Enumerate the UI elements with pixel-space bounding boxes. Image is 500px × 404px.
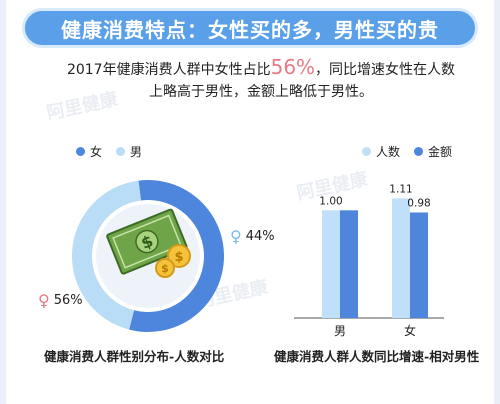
donut-label-female: ♀ 56%: [38, 291, 83, 310]
donut-legend: 女 男: [76, 143, 156, 160]
legend-swatch-male: [116, 147, 126, 156]
bar-amount-0: [340, 210, 358, 318]
donut-value-male: 44%: [245, 229, 275, 244]
page-title: 健康消费特点：女性买的多，男性买的贵: [22, 8, 478, 48]
intro-line1-post: ，同比增速女性在人数: [315, 62, 456, 78]
bar-value-label: 0.98: [407, 197, 430, 209]
bar-count-0: [322, 210, 340, 318]
svg-text:$: $: [174, 250, 183, 265]
legend-swatch-amount: [414, 147, 424, 156]
legend-label-male: 男: [130, 145, 143, 159]
legend-label-count: 人数: [376, 145, 401, 159]
legend-swatch-female: [76, 147, 85, 156]
bar-value-label: 1.11: [389, 183, 412, 195]
money-illustration-icon: $ $ $: [106, 208, 191, 278]
donut-slice-female: [129, 180, 224, 332]
bar-count-1: [392, 198, 410, 318]
legend-item-count: 人数: [362, 143, 400, 160]
intro-text: 2017年健康消费人群中女性占比56%，同比增速女性在人数 上略高于男性，金额上…: [26, 56, 496, 103]
legend-item-female: 女: [76, 143, 102, 160]
donut-slice-male: [72, 180, 141, 330]
legend-label-female: 女: [90, 145, 103, 159]
female-symbol-icon: ♀: [38, 291, 50, 310]
intro-highlight: 56%: [270, 55, 316, 79]
bar-chart: 1.00 男 1.11 0.98 女: [294, 183, 444, 338]
x-tick-label: 女: [404, 323, 416, 338]
legend-swatch-count: [362, 147, 371, 156]
x-tick-label: 男: [334, 324, 346, 338]
svg-text:$: $: [161, 262, 169, 275]
intro-line2: 上略高于男性，金额上略低于男性。: [149, 84, 373, 100]
female-symbol-icon: ♀: [230, 227, 242, 246]
bar-legend: 人数 金额: [362, 143, 466, 160]
bar-amount-1: [410, 212, 428, 318]
legend-label-amount: 金额: [428, 145, 453, 159]
legend-item-male: 男: [116, 143, 142, 160]
legend-item-amount: 金额: [414, 143, 452, 160]
infographic-panel: 阿里健康 阿里健康 阿里健康 健康消费特点：女性买的多，男性买的贵 2017年健…: [6, 0, 494, 404]
donut-caption: 健康消费人群性别分布-人数对比: [44, 349, 225, 364]
donut-value-female: 56%: [53, 293, 83, 308]
donut-label-male: ♀ 44%: [230, 227, 275, 246]
bar-value-label: 1.00: [319, 195, 342, 207]
bar-caption: 健康消费人群人数同比增速-相对男性: [274, 349, 480, 364]
intro-line1-pre: 2017年健康消费人群中女性占比: [66, 62, 271, 78]
